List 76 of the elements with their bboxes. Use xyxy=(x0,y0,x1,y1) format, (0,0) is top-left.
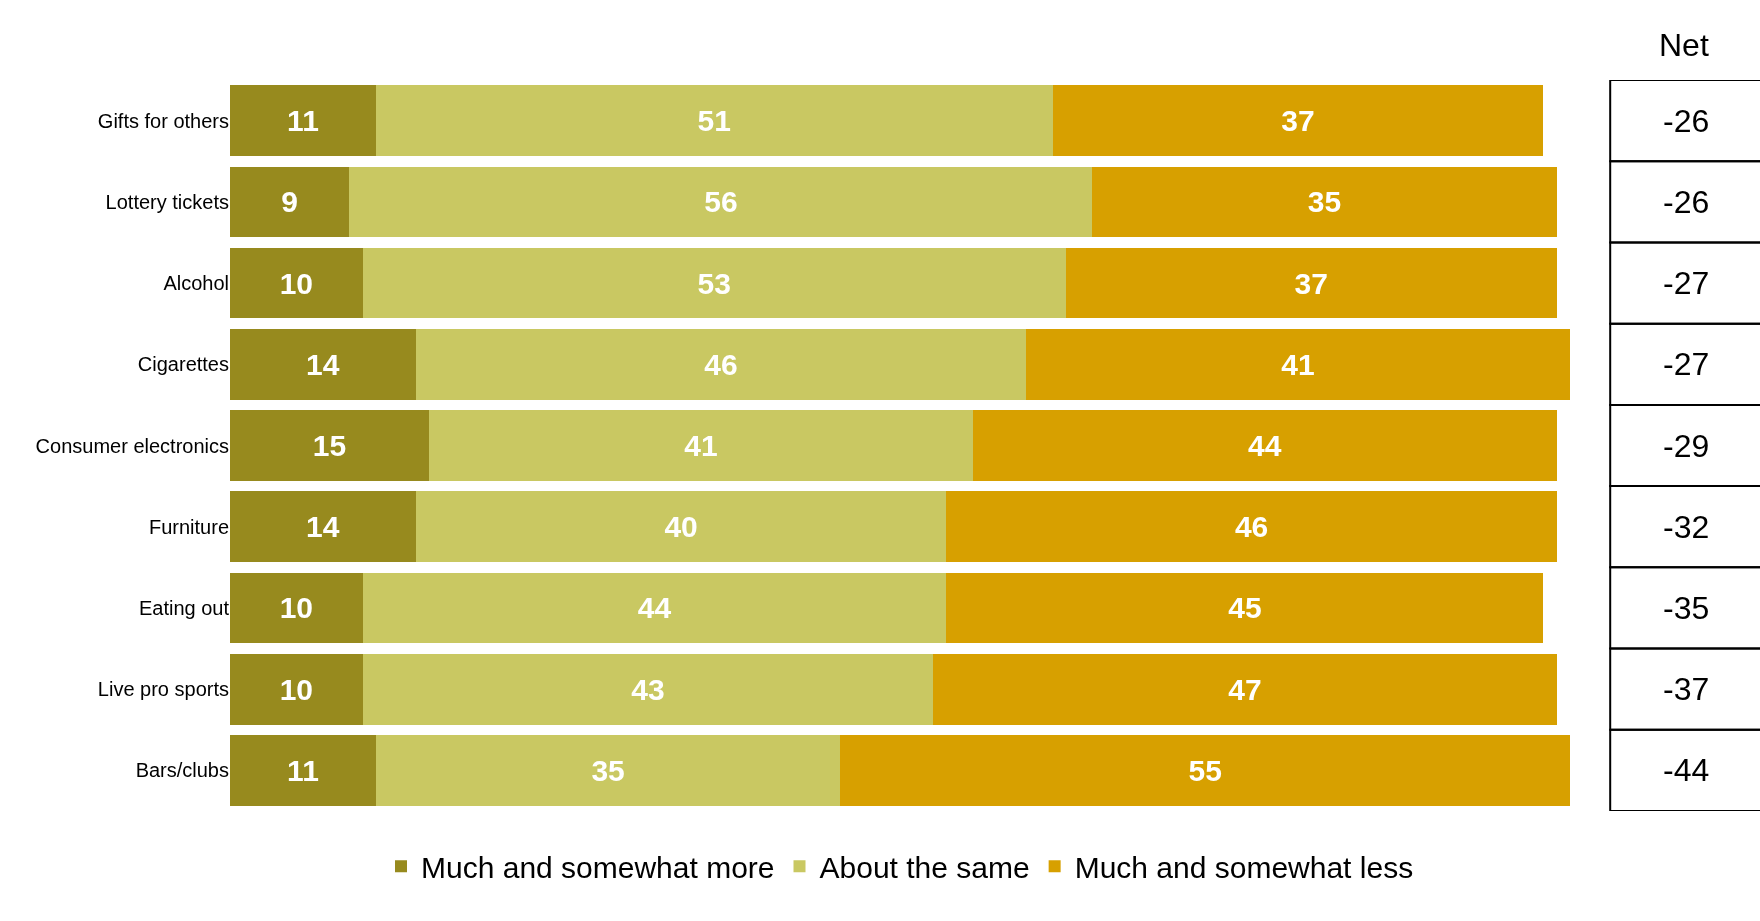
data-label: 37 xyxy=(1281,104,1315,138)
bar xyxy=(946,491,1557,563)
data-label: 10 xyxy=(279,672,314,706)
data-label: 43 xyxy=(631,672,665,706)
data-label: 45 xyxy=(1228,591,1262,625)
text: -44 xyxy=(1663,752,1710,788)
data-label: 46 xyxy=(704,347,738,381)
bar xyxy=(362,572,947,644)
data-label: 37 xyxy=(1294,266,1328,300)
y-tick-label: Eating out xyxy=(138,596,230,619)
bar xyxy=(375,85,1053,156)
bar xyxy=(349,166,1093,238)
text: -32 xyxy=(1663,509,1710,545)
bar xyxy=(1092,166,1557,238)
bar xyxy=(362,653,934,725)
bar xyxy=(415,328,1027,400)
bar xyxy=(362,247,1066,319)
y-tick-label: Alcohol xyxy=(163,272,229,295)
data-label: 55 xyxy=(1188,753,1222,787)
data-label: 44 xyxy=(1248,429,1282,462)
data-label: 9 xyxy=(281,185,299,219)
y-tick-label: Gifts for others xyxy=(97,109,229,132)
y-tick-label: Furniture xyxy=(148,515,229,538)
text: -35 xyxy=(1663,590,1710,626)
data-label: 56 xyxy=(704,185,738,219)
data-label: 15 xyxy=(312,429,347,462)
text: -37 xyxy=(1663,671,1710,707)
bar xyxy=(840,735,1570,806)
bar xyxy=(1052,85,1544,156)
data-label: 51 xyxy=(697,104,731,138)
data-label: 11 xyxy=(287,753,319,787)
bar xyxy=(429,410,973,481)
text: -26 xyxy=(1663,184,1710,220)
bar xyxy=(230,166,350,238)
bar xyxy=(415,491,947,563)
bar xyxy=(230,85,376,156)
data-label: 10 xyxy=(279,266,314,300)
bar xyxy=(972,410,1557,481)
bar xyxy=(230,653,363,725)
data-label: 11 xyxy=(287,104,319,138)
data-label: 41 xyxy=(1281,347,1315,381)
legend-label: Much and somewhat less xyxy=(1074,850,1414,884)
bar xyxy=(230,735,376,806)
legend-label: Much and somewhat more xyxy=(421,850,775,884)
bar xyxy=(1065,247,1557,319)
data-label: 14 xyxy=(306,347,340,381)
data-label: 47 xyxy=(1228,672,1262,706)
data-label: 35 xyxy=(591,753,625,787)
bar xyxy=(1026,328,1570,400)
data-label: 14 xyxy=(306,510,340,544)
y-tick-label: Cigarettes xyxy=(137,353,229,376)
bar xyxy=(946,572,1544,644)
bar xyxy=(230,491,416,563)
legend-label: About the same xyxy=(819,850,1030,884)
y-tick-label: Lottery tickets xyxy=(105,190,229,213)
bar xyxy=(230,247,363,319)
data-label: 53 xyxy=(697,266,731,300)
y-tick-label: Live pro sports xyxy=(97,678,229,701)
data-label: 40 xyxy=(664,510,698,544)
text: -27 xyxy=(1663,265,1710,301)
bar xyxy=(230,572,363,644)
bar xyxy=(230,410,430,481)
text: -27 xyxy=(1663,346,1710,382)
data-label: 10 xyxy=(279,591,314,625)
y-tick-label: Consumer electronics xyxy=(35,434,229,457)
bar xyxy=(230,328,416,400)
data-label: 44 xyxy=(637,591,672,625)
data-label: 41 xyxy=(684,429,718,462)
text: -29 xyxy=(1663,428,1710,464)
data-label: 35 xyxy=(1307,185,1342,219)
text: Net xyxy=(1659,27,1709,63)
y-tick-label: Bars/clubs xyxy=(135,759,229,782)
bar xyxy=(375,735,841,806)
bar xyxy=(933,653,1557,725)
text: -26 xyxy=(1663,103,1710,139)
data-label: 46 xyxy=(1234,510,1269,544)
